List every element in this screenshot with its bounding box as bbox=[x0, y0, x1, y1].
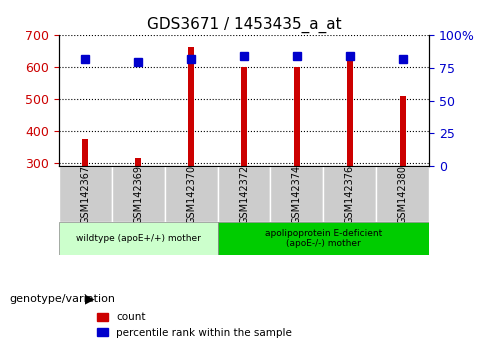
FancyBboxPatch shape bbox=[59, 222, 218, 255]
FancyBboxPatch shape bbox=[218, 166, 270, 222]
Text: GSM142380: GSM142380 bbox=[398, 165, 408, 224]
Bar bbox=[400, 96, 406, 166]
FancyBboxPatch shape bbox=[218, 222, 429, 255]
Text: GSM142374: GSM142374 bbox=[292, 165, 302, 224]
Bar bbox=[294, 67, 300, 166]
Text: wildtype (apoE+/+) mother: wildtype (apoE+/+) mother bbox=[76, 234, 201, 243]
Text: genotype/variation: genotype/variation bbox=[10, 294, 116, 304]
Legend: count, percentile rank within the sample: count, percentile rank within the sample bbox=[93, 308, 296, 342]
FancyBboxPatch shape bbox=[324, 166, 376, 222]
Text: GSM142367: GSM142367 bbox=[80, 165, 90, 224]
Bar bbox=[347, 59, 353, 166]
FancyBboxPatch shape bbox=[270, 166, 324, 222]
Bar bbox=[241, 67, 247, 166]
Text: GSM142376: GSM142376 bbox=[345, 165, 355, 224]
FancyBboxPatch shape bbox=[59, 166, 112, 222]
FancyBboxPatch shape bbox=[164, 166, 218, 222]
FancyBboxPatch shape bbox=[112, 166, 164, 222]
Text: apolipoprotein E-deficient
(apoE-/-) mother: apolipoprotein E-deficient (apoE-/-) mot… bbox=[265, 229, 382, 248]
Title: GDS3671 / 1453435_a_at: GDS3671 / 1453435_a_at bbox=[147, 16, 341, 33]
Bar bbox=[82, 139, 88, 166]
FancyBboxPatch shape bbox=[376, 166, 429, 222]
Text: GSM142370: GSM142370 bbox=[186, 165, 196, 224]
Text: ▶: ▶ bbox=[85, 293, 95, 306]
Bar bbox=[188, 47, 194, 166]
Text: GSM142369: GSM142369 bbox=[133, 165, 143, 224]
Text: GSM142372: GSM142372 bbox=[239, 165, 249, 224]
Bar bbox=[135, 158, 141, 166]
